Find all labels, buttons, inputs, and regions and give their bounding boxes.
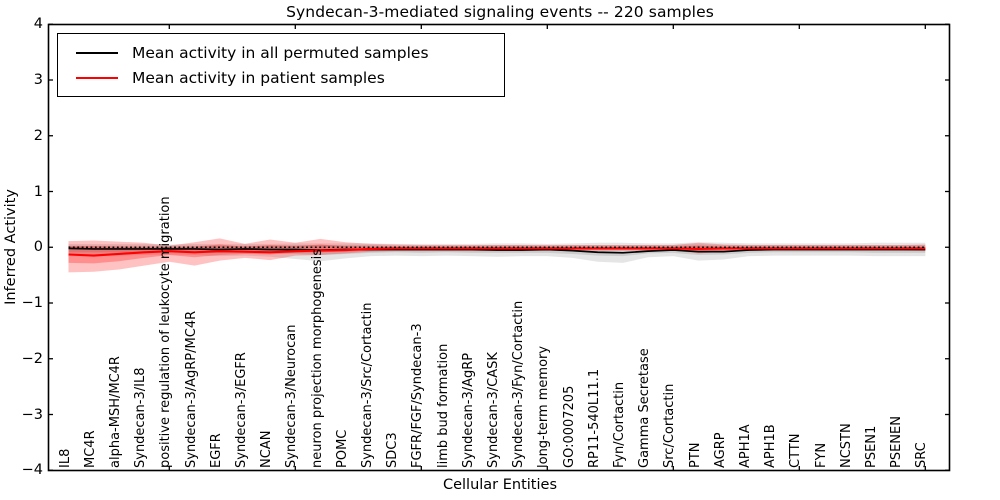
x-category-label: Syndecan-3/IL8 <box>133 367 149 468</box>
x-category-label: PSEN1 <box>863 425 879 468</box>
legend-label-patient: Mean activity in patient samples <box>132 68 385 87</box>
x-category-label: FGFR/FGF/Syndecan-3 <box>410 323 426 468</box>
x-category-label: FYN <box>813 442 829 468</box>
x-category-label: Gamma Secretase <box>637 348 653 468</box>
x-category-label: Syndecan-3/CASK <box>485 352 501 468</box>
y-tick-label: −3 <box>21 406 43 423</box>
x-category-label: MC4R <box>82 430 98 468</box>
x-category-label: RP11-540L11.1 <box>586 368 602 468</box>
x-category-label: IL8 <box>57 448 73 468</box>
y-tick-label: 4 <box>33 16 43 33</box>
x-category-label: Syndecan-3/EGFR <box>233 352 249 468</box>
x-category-label: long-term memory <box>536 345 552 468</box>
y-tick-label: −2 <box>21 350 43 367</box>
y-tick-label: −4 <box>21 462 43 479</box>
x-category-label: SDC3 <box>385 432 401 468</box>
x-axis-label: Cellular Entities <box>442 477 558 493</box>
y-tick-label: 3 <box>33 72 43 88</box>
legend-label-permuted: Mean activity in all permuted samples <box>132 43 429 62</box>
legend-item-permuted: Mean activity in all permuted samples <box>58 44 504 62</box>
x-category-label: Fyn/Cortactin <box>611 381 627 468</box>
series-line-0 <box>68 247 926 254</box>
legend-line-sample-permuted <box>76 51 118 54</box>
x-category-label: limb bud formation <box>435 343 451 468</box>
x-category-label: Src/Cortactin <box>662 383 678 468</box>
x-category-label: PTN <box>687 442 703 468</box>
y-tick-label: 1 <box>33 183 43 200</box>
x-category-label: NCSTN <box>838 423 854 468</box>
x-category-label: CTTN <box>788 433 804 468</box>
x-category-label: alpha-MSH/MC4R <box>107 356 123 468</box>
legend-item-patient: Mean activity in patient samples <box>58 69 504 87</box>
x-category-label: EGFR <box>208 433 224 468</box>
x-category-label: positive regulation of leukocyte migrati… <box>158 196 174 468</box>
x-category-label: NCAN <box>259 430 275 468</box>
series-line-1 <box>68 247 926 257</box>
y-tick-label: 0 <box>33 239 43 256</box>
x-category-label: PSENEN <box>889 416 905 468</box>
x-category-label: Syndecan-3/Fyn/Cortactin <box>511 300 527 468</box>
chart-title: Syndecan-3-mediated signaling events -- … <box>286 3 714 21</box>
y-tick-label: 2 <box>33 127 43 144</box>
x-category-label: SRC <box>914 442 930 468</box>
x-category-label: Syndecan-3/AgRP <box>460 352 476 468</box>
x-category-label: Syndecan-3/AgRP/MC4R <box>183 310 199 468</box>
legend-line-sample-patient <box>76 76 118 79</box>
x-category-label: Syndecan-3/Neurocan <box>284 324 300 468</box>
x-category-label: GO:0007205 <box>561 385 577 468</box>
x-category-label: neuron projection morphogenesis <box>309 249 325 468</box>
x-category-label: POMC <box>334 429 350 468</box>
x-category-label: APH1A <box>737 424 753 468</box>
x-category-label: AGRP <box>712 432 728 468</box>
legend: Mean activity in all permuted samples Me… <box>57 33 505 97</box>
x-category-label: Syndecan-3/Src/Cortactin <box>359 302 375 468</box>
y-tick-label: −1 <box>21 295 43 311</box>
x-category-label: APH1B <box>763 424 779 468</box>
